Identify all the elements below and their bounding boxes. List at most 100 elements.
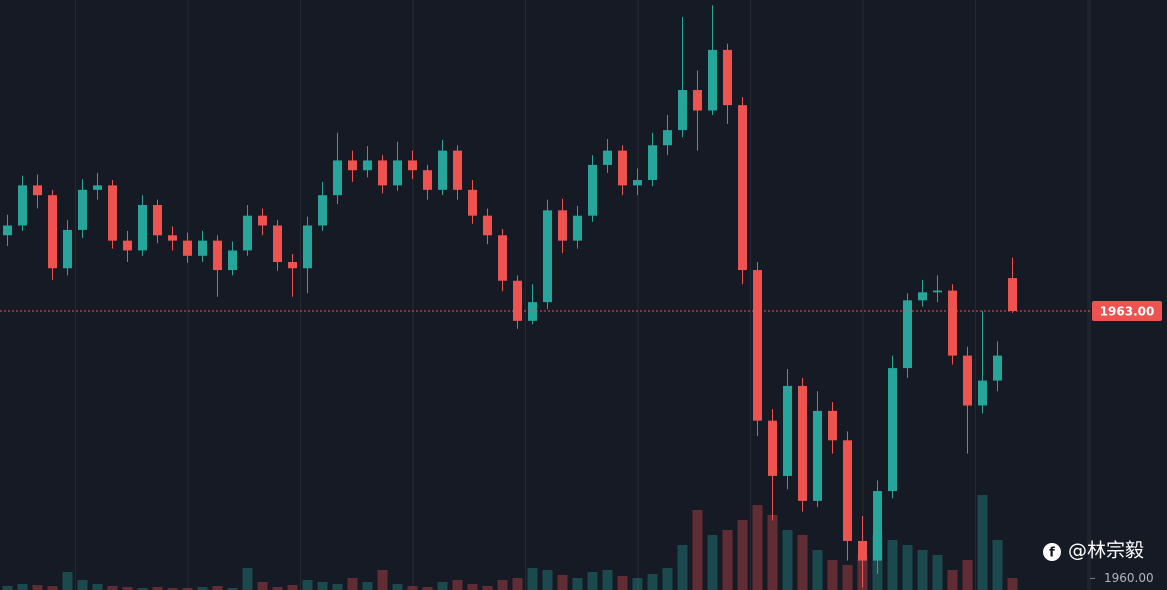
volume-bar (182, 588, 193, 590)
candle-body (108, 185, 117, 241)
volume-bar (122, 587, 133, 590)
volume-bar (767, 515, 778, 590)
candle-body (693, 90, 702, 111)
volume-bar (932, 555, 943, 590)
candle-body (798, 385, 807, 501)
volume-bar (302, 580, 313, 590)
candle-body (753, 270, 762, 421)
candle-body (333, 160, 342, 196)
volume-bar (512, 578, 523, 590)
candle-body (633, 180, 642, 186)
candle-body (678, 90, 687, 131)
candle-body (723, 49, 732, 106)
volume-bar (917, 550, 928, 590)
volume-bar (452, 580, 463, 590)
candle-body (618, 150, 627, 186)
candle-body (423, 170, 432, 190)
candle-body (603, 150, 612, 165)
candle-body (648, 145, 657, 181)
time-grid (75, 0, 1089, 590)
volume-bar (257, 582, 268, 590)
volume-bar (812, 550, 823, 590)
volume-bar (2, 586, 13, 590)
facebook-icon (1043, 543, 1061, 561)
candle-body (513, 280, 522, 321)
volume-bar (722, 530, 733, 590)
candle-body (963, 355, 972, 406)
candle-body (483, 215, 492, 236)
volume-bar (347, 578, 358, 590)
candle-body (348, 160, 357, 171)
volume-bar (797, 535, 808, 590)
candle-body (843, 440, 852, 541)
watermark-text: @林宗毅 (1068, 540, 1144, 562)
candle-body (978, 380, 987, 406)
volume-bar (152, 587, 163, 590)
candle-body (153, 204, 162, 236)
candle-body (93, 185, 102, 190)
volume-bar (362, 582, 373, 590)
candle-body (738, 105, 747, 271)
volume-bar (227, 588, 238, 590)
candle-body (33, 185, 42, 196)
candle-body (828, 410, 837, 441)
candle-body (273, 225, 282, 263)
y-tick-label: 1960.00 (1104, 571, 1154, 585)
candle-body (543, 210, 552, 303)
candle-body (468, 189, 477, 216)
volume-bar (707, 535, 718, 590)
candle-body (213, 240, 222, 271)
candle-body (453, 150, 462, 190)
volume-bar (662, 568, 673, 590)
volume-bar (887, 540, 898, 590)
volume-bar (752, 505, 763, 590)
volume-bar (572, 578, 583, 590)
volume-bar (77, 580, 88, 590)
last-price-label: 1963.00 (1100, 305, 1155, 319)
volume-bar (782, 530, 793, 590)
candle-body (768, 420, 777, 476)
candle-body (588, 164, 597, 216)
volume-bar (1007, 578, 1018, 590)
candle-body (228, 250, 237, 271)
candle-body (573, 215, 582, 241)
volume-bar (482, 586, 493, 590)
plot (2, 5, 1018, 590)
candle-body (888, 368, 897, 492)
candle-body (498, 235, 507, 281)
candle-body (408, 160, 417, 171)
volume-bar (557, 575, 568, 590)
candle-body (318, 195, 327, 226)
volume-bar (632, 578, 643, 590)
volume-bar (47, 586, 58, 590)
volume-bar (497, 580, 508, 590)
candle-body (1008, 278, 1017, 312)
volume-bar (92, 584, 103, 590)
volume-bar (107, 586, 118, 590)
volume-bar (212, 586, 223, 590)
candle-body (948, 290, 957, 356)
volume-bar (317, 582, 328, 590)
facebook-icon-letter: f (1049, 546, 1055, 561)
volume-bar (167, 588, 178, 590)
candle-body (243, 215, 252, 251)
candle-body (48, 195, 57, 269)
candle-body (3, 225, 12, 236)
volume-bar (467, 584, 478, 590)
candle-body (993, 355, 1002, 381)
volume-bar (737, 520, 748, 590)
candle-body (183, 240, 192, 256)
volume-bar (902, 545, 913, 590)
volume-bar (677, 545, 688, 590)
candle-body (198, 240, 207, 256)
candle-body (168, 235, 177, 241)
volume-bar (17, 584, 28, 590)
volume-bar (842, 565, 853, 590)
volume-bar (992, 540, 1003, 590)
volume-bar (407, 586, 418, 590)
volume-bar (197, 587, 208, 590)
last-price-box (1092, 301, 1162, 322)
candle-body (78, 189, 87, 230)
volume-bar (32, 585, 43, 590)
